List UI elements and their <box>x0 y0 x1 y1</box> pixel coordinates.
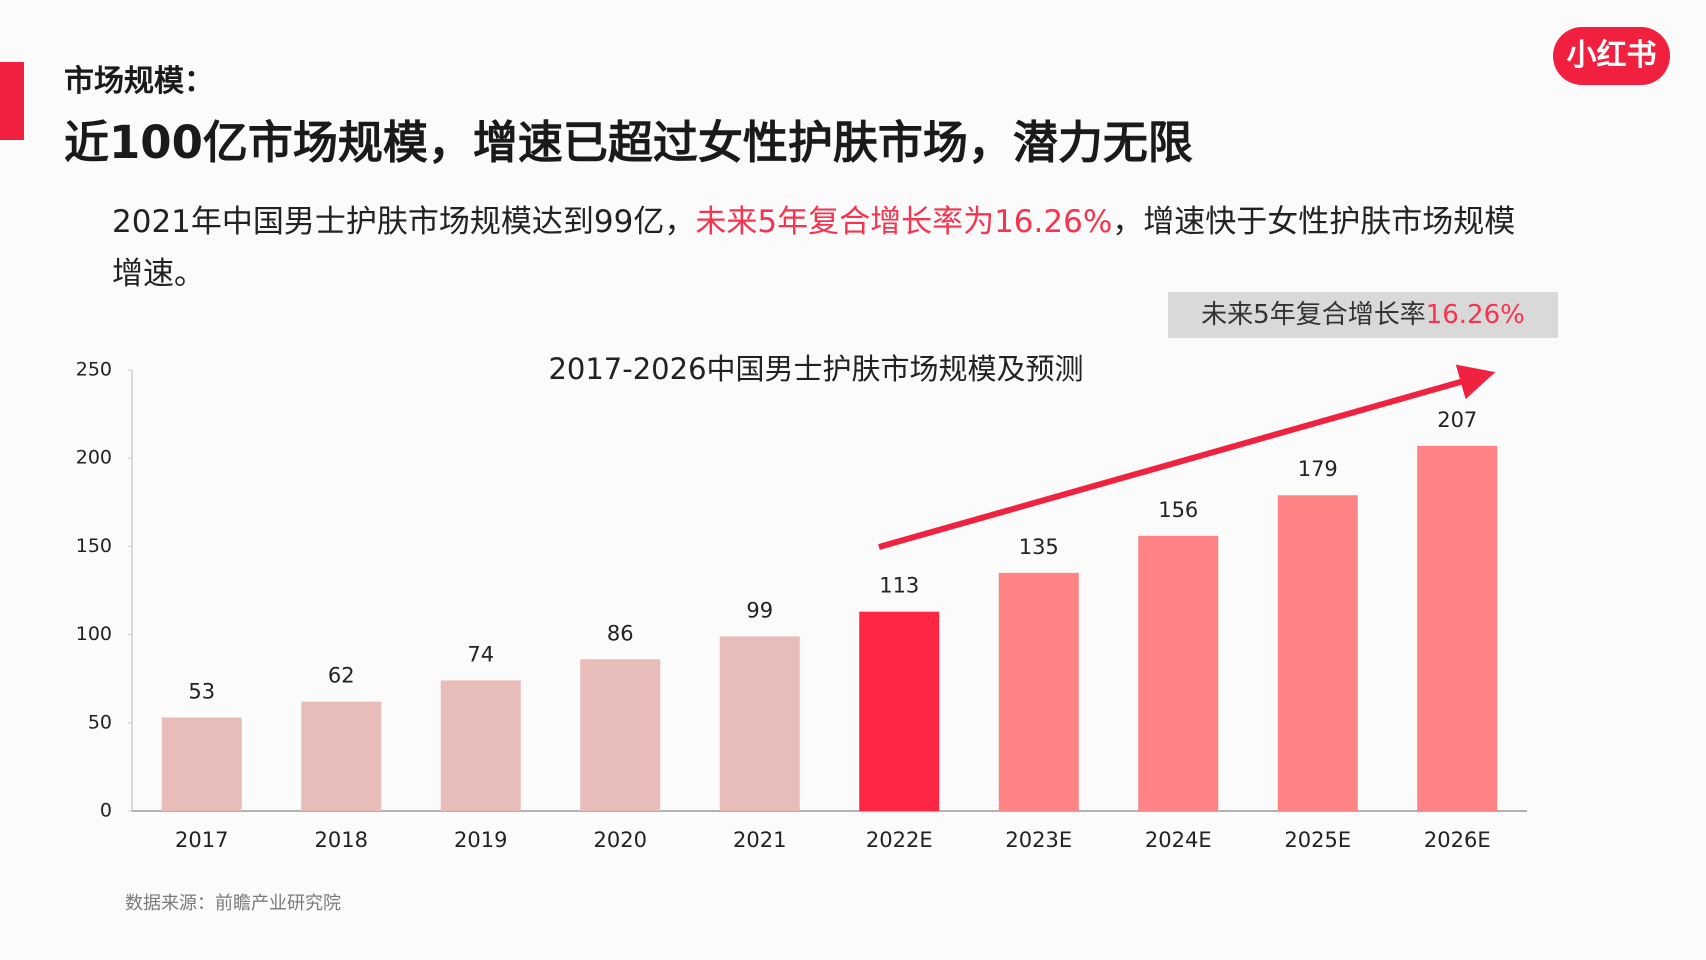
bar <box>161 717 242 811</box>
callout-text: 未来5年复合增长率 <box>1201 300 1426 330</box>
chart-title: 2017-2026中国男士护肤市场规模及预测 <box>548 352 1083 386</box>
section-label: 市场规模： <box>64 64 214 99</box>
x-tick-label: 2023E <box>1005 828 1072 852</box>
value-label: 156 <box>1158 498 1198 522</box>
x-tick-label: 2019 <box>454 828 507 852</box>
accent-bar <box>0 62 24 140</box>
bar <box>998 572 1079 811</box>
y-tick-label: 0 <box>100 800 112 822</box>
value-label: 62 <box>328 664 355 688</box>
callout-value: 16.26% <box>1425 300 1525 330</box>
x-tick-label: 2025E <box>1284 828 1351 852</box>
value-label: 179 <box>1298 457 1338 481</box>
x-tick-label: 2017 <box>175 828 228 852</box>
x-tick-label: 2018 <box>315 828 368 852</box>
bar <box>1417 445 1498 811</box>
bar <box>1138 535 1219 811</box>
bar <box>1277 495 1358 811</box>
callout: 未来5年复合增长率16.26% <box>1168 292 1558 338</box>
bar <box>440 680 521 811</box>
body-highlight: 未来5年复合增长率为16.26% <box>695 204 1113 240</box>
x-tick-label: 2022E <box>866 828 933 852</box>
y-tick-label: 150 <box>76 535 112 557</box>
y-tick-label: 200 <box>76 447 112 469</box>
y-tick-label: 250 <box>76 359 112 381</box>
bar <box>580 659 661 811</box>
growth-arrow <box>878 364 1496 550</box>
bar <box>859 611 940 811</box>
value-label: 99 <box>746 598 773 622</box>
value-label: 113 <box>879 574 919 598</box>
logo: 小红书 <box>1553 27 1670 85</box>
y-tick-label: 50 <box>88 711 112 733</box>
bar <box>301 701 382 811</box>
value-label: 86 <box>607 621 634 645</box>
body-text: 2021年中国男士护肤市场规模达到99亿，未来5年复合增长率为16.26%，增速… <box>112 196 1522 300</box>
value-label: 53 <box>188 680 215 704</box>
headline: 近100亿市场规模，增速已超过女性护肤市场，潜力无限 <box>64 116 1193 169</box>
value-label: 207 <box>1437 408 1477 432</box>
source-note: 数据来源：前瞻产业研究院 <box>125 893 341 914</box>
x-tick-label: 2026E <box>1424 828 1491 852</box>
value-label: 135 <box>1019 535 1059 559</box>
body-intro: 2021年中国男士护肤市场规模达到99亿， <box>112 204 696 240</box>
x-tick-label: 2024E <box>1145 828 1212 852</box>
bar <box>719 636 800 811</box>
y-tick-label: 100 <box>76 623 112 645</box>
value-label: 74 <box>467 642 494 666</box>
x-tick-label: 2020 <box>594 828 647 852</box>
x-tick-label: 2021 <box>733 828 786 852</box>
body-rest: ，增速快于女性护肤市场规模增速。 <box>112 204 1516 292</box>
